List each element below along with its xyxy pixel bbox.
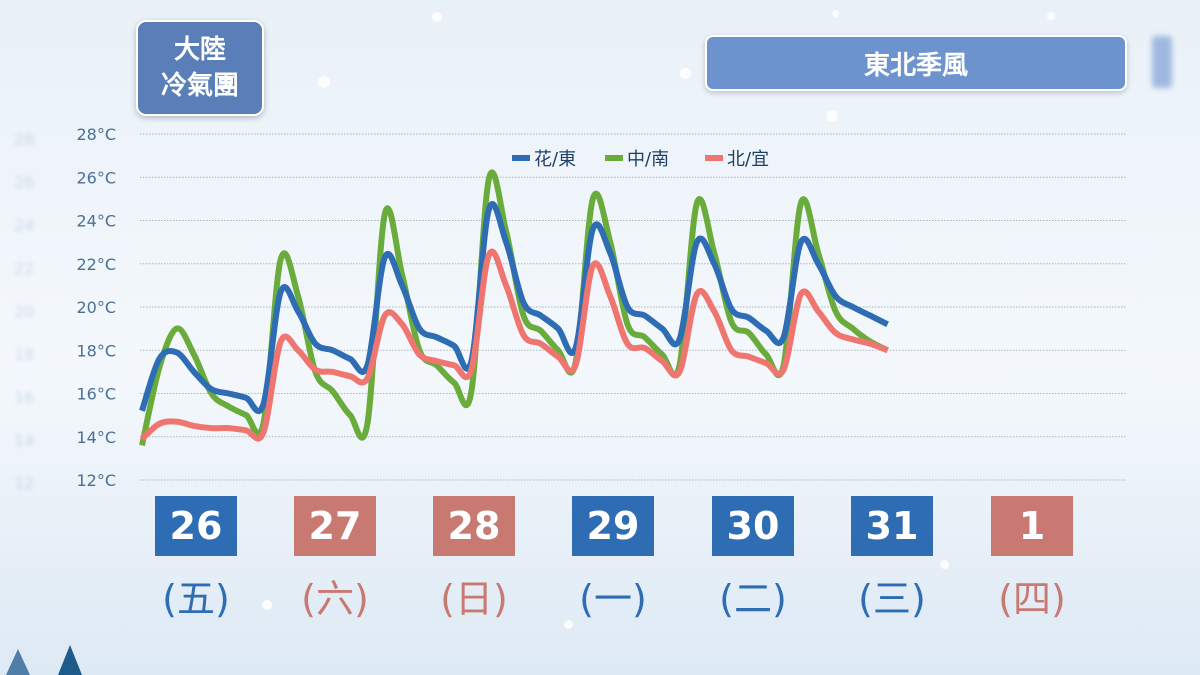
weekday-label-thu: (四) [998,577,1066,621]
y-tick-label: 26°C [76,168,116,187]
snowflake-icon [832,10,839,17]
legend-swatch [705,155,723,161]
tree-icon [6,649,30,675]
northeast-monsoon-banner: 東北季風 [705,35,1127,91]
legend-swatch [512,155,530,161]
legend-label: 北/宜 [727,149,769,170]
snowflake-icon [318,76,330,88]
weekday-label-sat: (六) [301,577,369,621]
y-tick-label: 12°C [76,471,116,490]
date-box-31: 31 [851,496,933,556]
badge-line-2: 冷氣團 [160,71,239,101]
date-box-1: 1 [991,496,1073,556]
y-tick-label: 14°C [76,428,116,447]
banner-label: 東北季風 [863,50,968,81]
tree-icon [58,645,82,675]
date-box-26: 26 [155,496,237,556]
y-tick-label: 28°C [76,125,116,144]
date-box-27: 27 [294,496,376,556]
badge-line-1: 大陸 [173,35,226,65]
weekday-label-sun: (日) [440,577,508,621]
legend-label: 花/東 [534,149,576,170]
y-tick-label: 24°C [76,212,116,231]
date-box-30: 30 [712,496,794,556]
weekday-label-tue: (二) [719,577,787,621]
y-tick-label: 16°C [76,385,116,404]
cold-air-mass-badge: 大陸 冷氣團 [136,20,264,116]
background-decoration [1152,36,1172,88]
snowflake-icon [564,620,573,629]
y-tick-label: 20°C [76,298,116,317]
snowflake-icon [680,68,691,79]
date-box-28: 28 [433,496,515,556]
snowflake-icon [826,110,838,122]
weekday-label-wed: (三) [858,577,926,621]
snowflake-icon [1047,12,1055,20]
legend-swatch [605,155,623,161]
series-line-0 [139,201,889,415]
weekday-label-mon: (一) [579,577,647,621]
y-tick-label: 22°C [76,255,116,274]
snowflake-icon [262,600,272,610]
legend-label: 中/南 [627,149,669,170]
y-tick-label: 18°C [76,341,116,360]
series-line-2 [139,248,889,442]
snowflake-icon [940,560,949,569]
weekday-label-fri: (五) [162,577,230,621]
date-box-29: 29 [572,496,654,556]
snowflake-icon [432,12,442,22]
background-axis-decoration: 28 26 24 22 20 18 16 14 12 [14,130,35,493]
